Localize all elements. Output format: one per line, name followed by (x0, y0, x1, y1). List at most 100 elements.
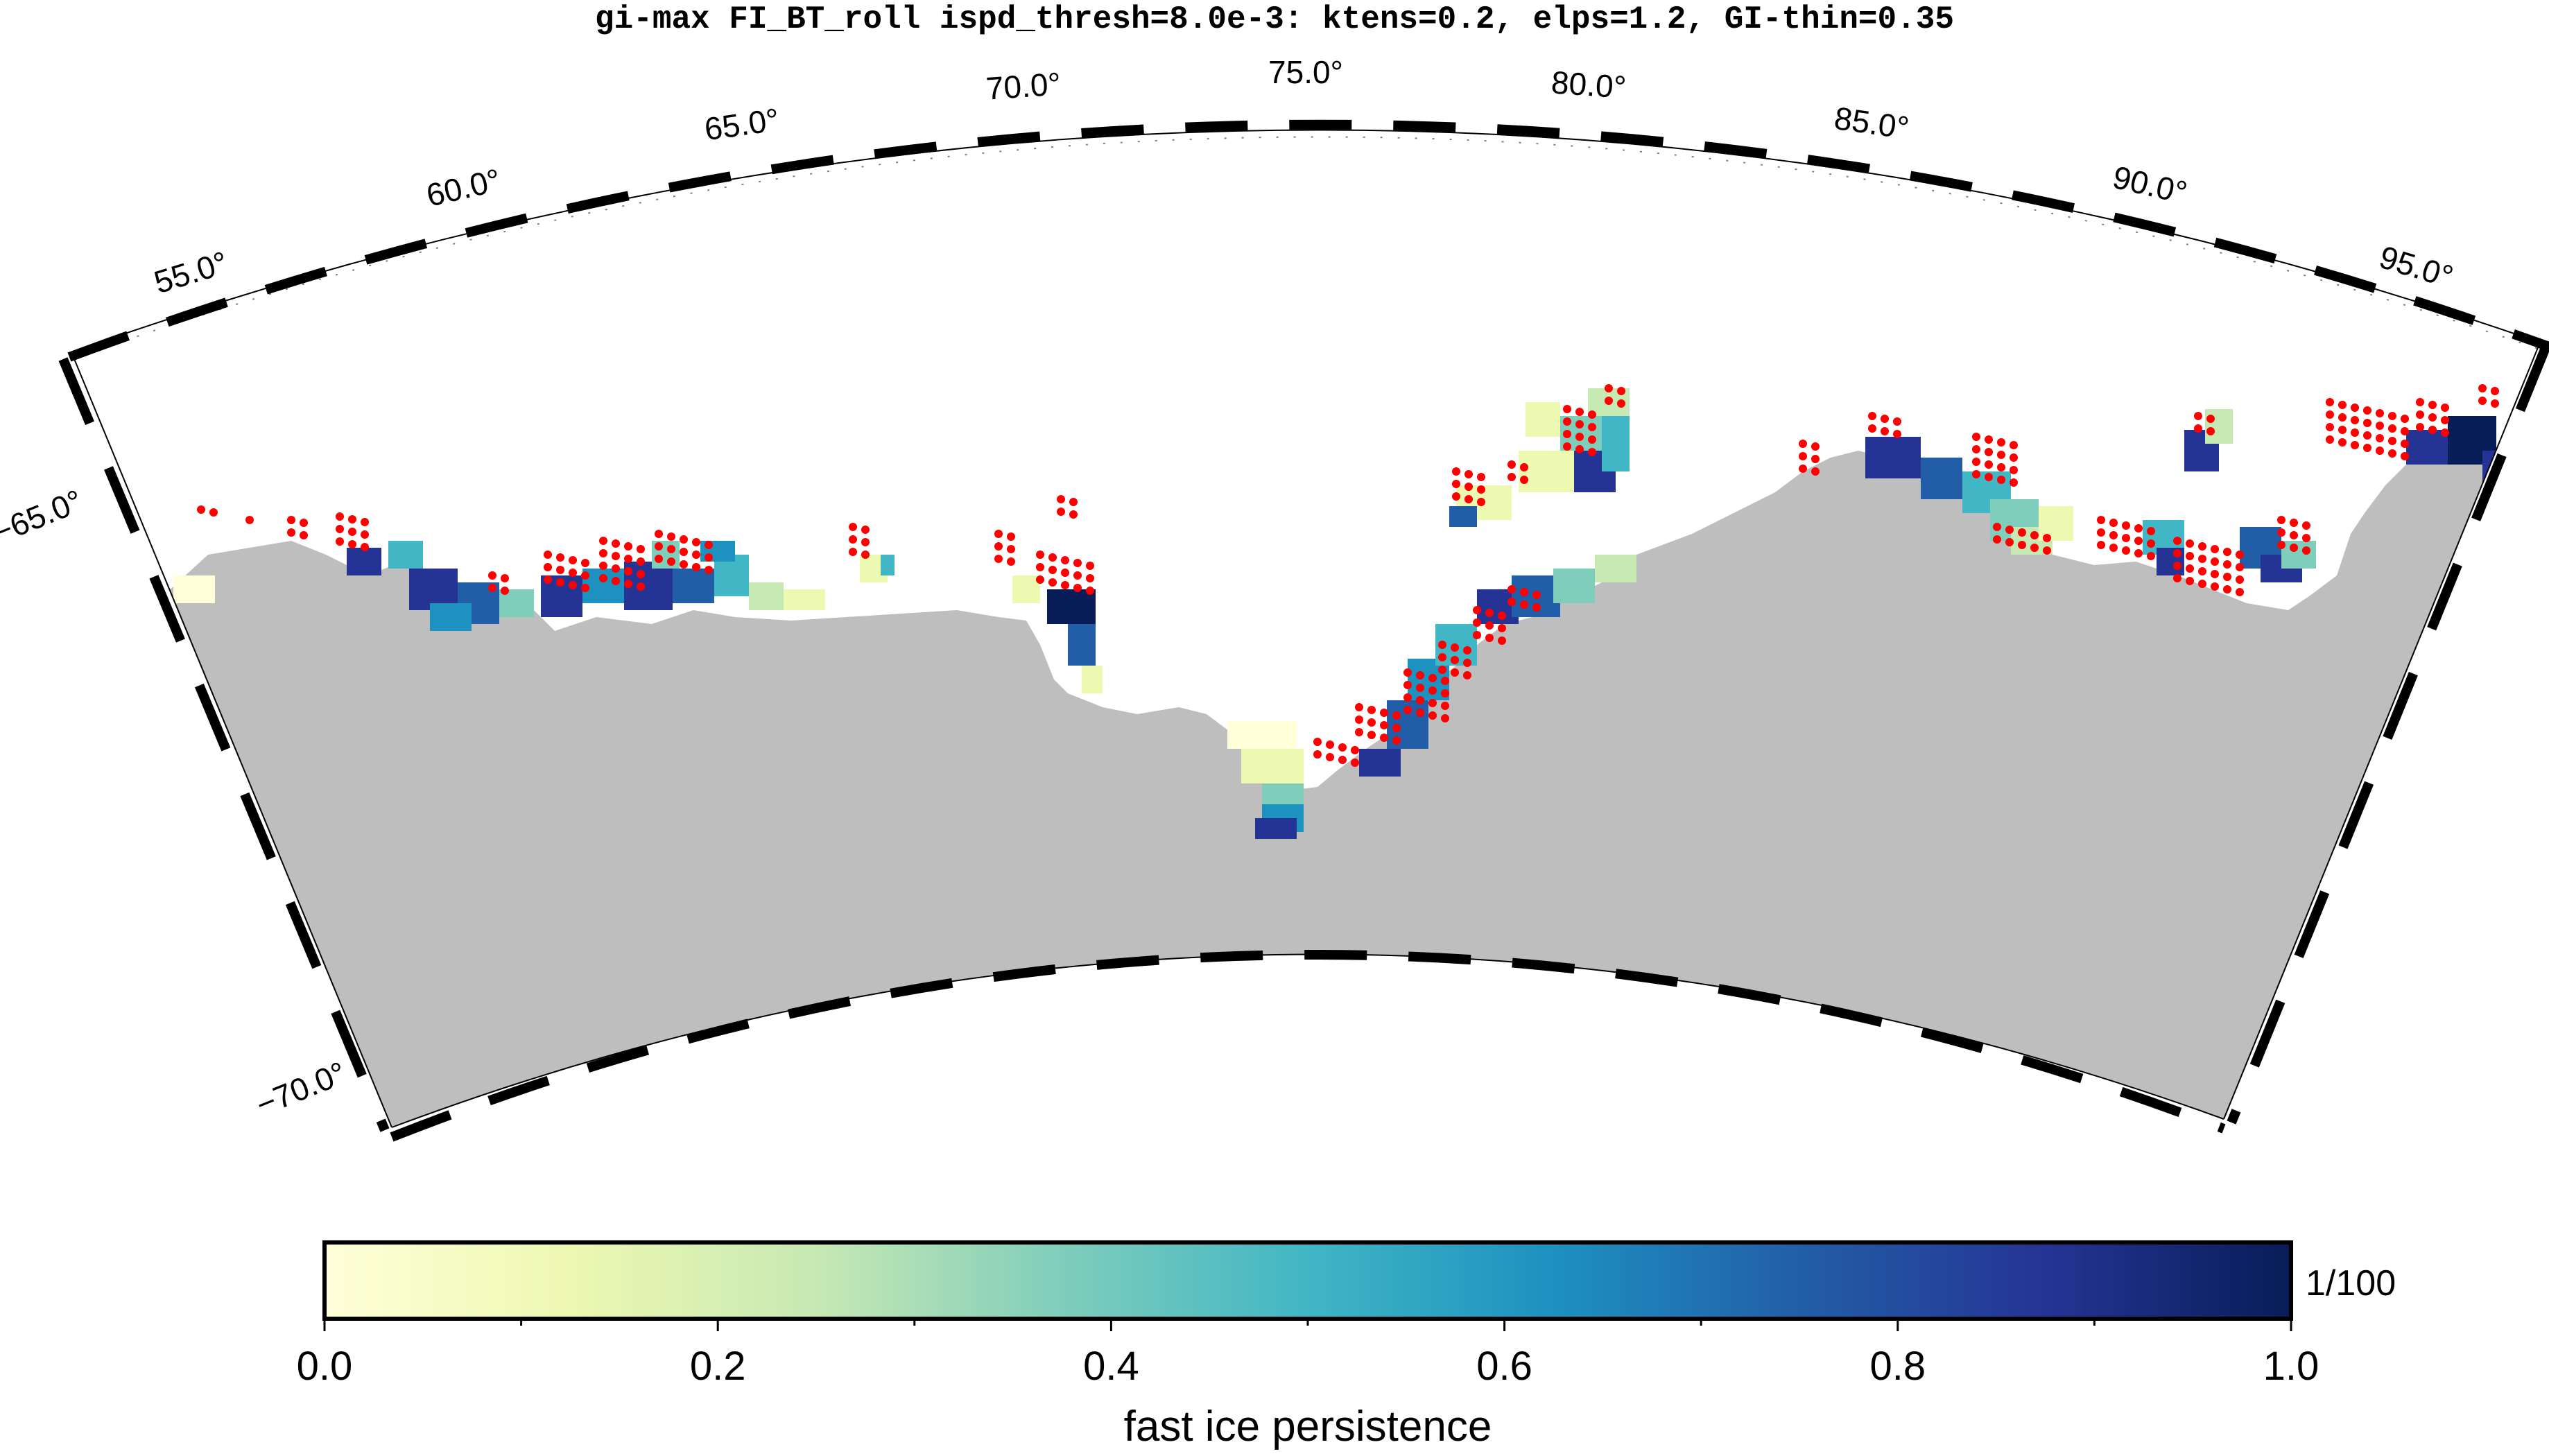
grounded-iceberg-dot (1441, 689, 1449, 697)
grounded-iceberg-dot (544, 551, 552, 559)
lon-label-60: 60.0° (423, 162, 504, 214)
grounded-iceberg-dot (2326, 423, 2334, 431)
grounded-iceberg-dot (2206, 415, 2215, 423)
grounded-iceberg-dot (1477, 498, 1485, 506)
grounded-iceberg-dot (544, 563, 552, 571)
colorbar: 0.0 0.2 0.4 0.6 0.8 1.0 1/100 fast ice p… (297, 1240, 2396, 1450)
grounded-iceberg-dot (1617, 387, 1625, 395)
grounded-iceberg-dot (692, 551, 700, 559)
grounded-iceberg-dot (1380, 709, 1388, 717)
grounded-iceberg-dot (287, 516, 295, 524)
grounded-iceberg-dot (2198, 580, 2206, 588)
grounded-iceberg-dot (612, 577, 620, 585)
grounded-iceberg-dot (2198, 567, 2206, 575)
grounded-iceberg-dot (1367, 731, 1376, 739)
grounded-iceberg-dot (1473, 606, 1481, 614)
grounded-iceberg-dot (2441, 428, 2449, 437)
grounded-iceberg-dot (1993, 523, 2001, 531)
grounded-iceberg-dot (1473, 618, 1481, 627)
grounded-iceberg-dot (1313, 750, 1322, 759)
colorbar-ticks (323, 1319, 2292, 1331)
grounded-iceberg-dot (581, 584, 589, 592)
grounded-iceberg-dot (1799, 452, 1807, 460)
grounded-iceberg-dot (1061, 556, 1069, 564)
grounded-iceberg-dot (2441, 404, 2449, 412)
grounded-iceberg-dot (1367, 706, 1376, 714)
grounded-iceberg-dot (197, 505, 205, 514)
grounded-iceberg-dot (1575, 408, 1584, 416)
grounded-iceberg-dot (1048, 553, 1057, 562)
antarctic-landmass (71, 447, 2540, 1127)
lon-label-90: 90.0° (2109, 159, 2191, 211)
grounded-iceberg-dot (1811, 455, 1820, 463)
grounded-iceberg-dot (488, 571, 496, 580)
grounded-iceberg-dot (2338, 401, 2347, 409)
grounded-iceberg-dot (637, 570, 645, 578)
grounded-iceberg-dot (2097, 516, 2105, 524)
grounded-iceberg-dot (2363, 406, 2371, 415)
grounded-iceberg-dot (667, 545, 675, 553)
grounded-iceberg-dot (1520, 600, 1528, 609)
grounded-iceberg-dot (2491, 399, 2499, 408)
colorbar-tick-label: 0.2 (690, 1344, 746, 1389)
grounded-iceberg-dot (2478, 397, 2487, 405)
grounded-iceberg-dot (2147, 527, 2155, 535)
grounded-iceberg-dot (1438, 653, 1446, 661)
grounded-iceberg-dot (2010, 466, 2018, 474)
grounded-iceberg-dot (599, 549, 607, 557)
grounded-iceberg-dot (849, 548, 857, 556)
grounded-iceberg-dot (361, 530, 369, 539)
grounded-iceberg-dot (2351, 428, 2359, 437)
grounded-iceberg-dot (2326, 398, 2334, 406)
grounded-iceberg-dot (1416, 696, 1424, 704)
grounded-iceberg-dot (1463, 659, 1471, 667)
grounded-iceberg-dot (2236, 563, 2244, 571)
grounded-iceberg-dot (2388, 412, 2396, 420)
grounded-iceberg-dot (1057, 508, 1065, 516)
grounded-iceberg-dot (1575, 445, 1584, 453)
grounded-iceberg-dot (2428, 426, 2437, 434)
grounded-iceberg-dot (1057, 495, 1065, 503)
grounded-iceberg-dot (849, 523, 857, 531)
grounded-iceberg-dot (2478, 384, 2487, 392)
grounded-iceberg-dot (1441, 677, 1449, 685)
grounded-iceberg-dot (209, 508, 218, 517)
grounded-iceberg-dot (1438, 641, 1446, 649)
grounded-iceberg-dot (2338, 413, 2347, 422)
grounded-iceberg-dot (1972, 458, 1980, 466)
grounded-iceberg-dot (1811, 467, 1820, 476)
figure-title: gi-max FI_BT_roll ispd_thresh=8.0e-3: kt… (595, 1, 1954, 37)
grounded-iceberg-dot (1507, 598, 1516, 606)
grounded-iceberg-dot (556, 566, 564, 574)
grounded-iceberg-dot (2134, 549, 2143, 557)
grounded-iceberg-dot (1069, 510, 1078, 519)
grounded-iceberg-dot (2211, 582, 2219, 591)
grounded-iceberg-dot (1441, 702, 1449, 710)
grounded-iceberg-dot (624, 567, 632, 575)
grounded-iceberg-dot (1485, 609, 1494, 617)
grounded-iceberg-dot (1507, 585, 1516, 593)
grounded-iceberg-dot (2223, 560, 2231, 569)
grounded-iceberg-dot (556, 578, 564, 587)
grounded-iceberg-dot (1326, 740, 1334, 749)
grounded-iceberg-dot (1985, 448, 1993, 456)
map-frame (58, 119, 2549, 1142)
grounded-iceberg-dot (300, 519, 308, 527)
grounded-iceberg-dot (1380, 734, 1388, 742)
grounded-iceberg-dot (2211, 545, 2219, 553)
grounded-iceberg-dot (692, 563, 700, 571)
grounded-iceberg-dot (1392, 711, 1401, 720)
grounded-iceberg-dot (2010, 478, 2018, 487)
grounded-iceberg-dot (2005, 526, 2014, 534)
lon-label-95: 95.0° (2375, 239, 2457, 295)
grounded-iceberg-dot (2277, 528, 2286, 537)
colorbar-tick-label: 0.4 (1083, 1344, 1139, 1389)
grounded-iceberg-dot (2290, 544, 2298, 552)
grounded-iceberg-dot (680, 535, 688, 544)
grounded-iceberg-dot (1485, 621, 1494, 630)
grounded-iceberg-dot (2351, 416, 2359, 424)
grounded-iceberg-dot (2236, 551, 2244, 559)
grounded-iceberg-dot (2363, 444, 2371, 452)
grounded-iceberg-dot (2147, 552, 2155, 560)
